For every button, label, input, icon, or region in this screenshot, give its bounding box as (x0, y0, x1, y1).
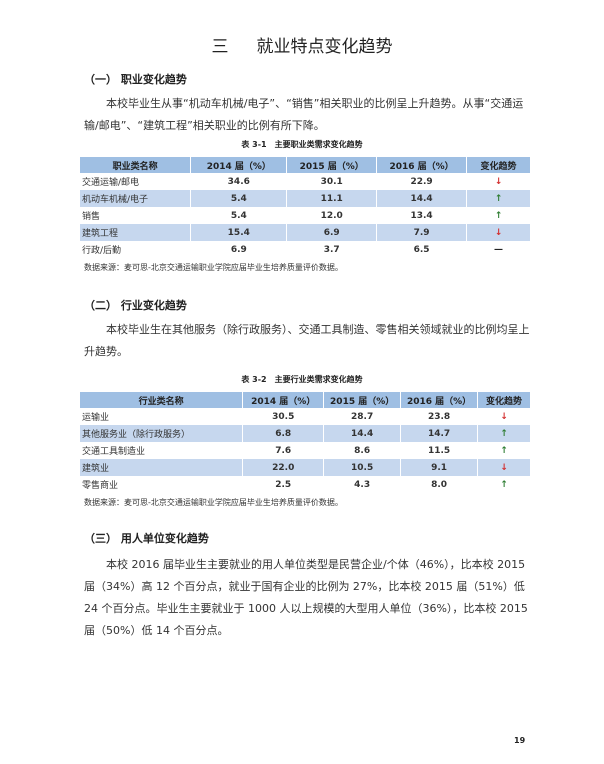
row-name: 建筑工程 (80, 224, 192, 241)
value-cell-y2014: 5.4 (190, 190, 288, 207)
table-header-row: 职业类名称 2014 届（%） 2015 届（%） 2016 届（%） 变化趋势 (80, 157, 531, 173)
value-cell-y2015: 8.6 (323, 442, 402, 459)
row-name: 行政/后勤 (80, 241, 192, 258)
value-cell-y2015: 28.7 (323, 408, 402, 425)
value-cell-y2015: 14.4 (323, 425, 402, 442)
chapter-number: 三 (211, 37, 229, 57)
trend-up-icon: ↑ (466, 207, 531, 224)
table-row: 运输业 30.5 28.7 23.8 ↓ (80, 408, 531, 425)
chapter-title-text: 就业特点变化趋势 (256, 37, 393, 57)
value-cell-y2014: 34.6 (190, 173, 288, 190)
value-cell-y2016: 6.5 (376, 241, 468, 258)
table-row: 机动车机械/电子 5.4 11.1 14.4 ↑ (80, 190, 531, 207)
column-header: 2014 届（%） (242, 392, 325, 408)
column-header: 2016 届（%） (376, 157, 468, 173)
value-cell-y2015: 3.7 (286, 241, 378, 258)
trend-up-icon: ↑ (477, 425, 531, 442)
trend-up-icon: ↑ (466, 190, 531, 207)
column-header: 2014 届（%） (190, 157, 288, 173)
value-cell-y2014: 30.5 (242, 408, 325, 425)
value-cell-y2015: 12.0 (286, 207, 378, 224)
value-cell-y2014: 22.0 (242, 459, 325, 476)
value-cell-y2014: 15.4 (190, 224, 288, 241)
row-name: 机动车机械/电子 (80, 190, 192, 207)
trend-flat-icon: — (466, 241, 531, 258)
row-name: 运输业 (80, 408, 244, 425)
value-cell-y2016: 23.8 (400, 408, 479, 425)
table-row: 行政/后勤 6.9 3.7 6.5— (80, 241, 531, 258)
trend-up-icon: ↑ (477, 442, 531, 459)
section-3-paragraph: 本校 2016 届毕业生主要就业的用人单位类型是民营企业/个体（46%），比本校… (84, 558, 528, 637)
table-row: 零售商业 2.5 4.3 8.0 ↑ (80, 476, 531, 493)
value-cell-y2014: 2.5 (242, 476, 325, 493)
value-cell-y2015: 4.3 (323, 476, 402, 493)
value-cell-y2016: 9.1 (400, 459, 479, 476)
value-cell-y2015: 30.1 (286, 173, 378, 190)
column-header: 2015 届（%） (286, 157, 378, 173)
value-cell-y2016: 8.0 (400, 476, 479, 493)
trend-up-icon: ↑ (477, 476, 531, 493)
table-row: 交通工具制造业 7.6 8.6 11.5 ↑ (80, 442, 531, 459)
row-name: 交通工具制造业 (80, 442, 244, 459)
trend-down-icon: ↓ (477, 459, 531, 476)
trend-down-icon: ↓ (466, 173, 531, 190)
table-1-caption: 表 3-1 主要职业类需求变化趋势 (241, 140, 363, 149)
occupation-table: 职业类名称 2014 届（%） 2015 届（%） 2016 届（%） 变化趋势 交通运输… (80, 157, 531, 258)
section-3-heading: （三） 用人单位变化趋势 (84, 532, 209, 545)
table-1-source: 数据来源：麦可思-北京交通运输职业学院应届毕业生培养质量评价数据。 (84, 263, 343, 272)
value-cell-y2016: 22.9 (376, 173, 468, 190)
value-cell-y2015: 10.5 (323, 459, 402, 476)
trend-down-icon: ↓ (466, 224, 531, 241)
column-header: 2015 届（%） (323, 392, 402, 408)
section-1-paragraph: 本校毕业生从事“机动车机械/电子”、“销售”相关职业的比例呈上升趋势。从事“交通… (84, 97, 524, 132)
value-cell-y2015: 6.9 (286, 224, 378, 241)
column-header: 职业类名称 (80, 157, 192, 173)
table-row: 其他服务业（除行政服务） 6.8 14.4 14.7 ↑ (80, 425, 531, 442)
value-cell-y2014: 6.9 (190, 241, 288, 258)
row-name: 零售商业 (80, 476, 244, 493)
table-2-caption: 表 3-2 主要行业类需求变化趋势 (241, 375, 363, 384)
table-row: 交通运输/邮电 34.6 30.1 22.9 ↓ (80, 173, 531, 190)
table-row: 建筑工程 15.4 6.9 7.9 ↓ (80, 224, 531, 241)
value-cell-y2016: 14.7 (400, 425, 479, 442)
section-2-heading: （二） 行业变化趋势 (84, 299, 187, 312)
column-header: 变化趋势 (477, 392, 531, 408)
table-row: 销售 5.4 12.0 13.4 ↑ (80, 207, 531, 224)
value-cell-y2016: 7.9 (376, 224, 468, 241)
column-header: 变化趋势 (466, 157, 531, 173)
table-header-row: 行业类名称 2014 届（%） 2015 届（%） 2016 届（%） 变化趋势 (80, 392, 531, 408)
table-2-source: 数据来源：麦可思-北京交通运输职业学院应届毕业生培养质量评价数据。 (84, 498, 343, 507)
trend-down-icon: ↓ (477, 408, 531, 425)
value-cell-y2014: 6.8 (242, 425, 325, 442)
chapter-title: 三 就业特点变化趋势 (0, 32, 604, 57)
section-1-heading: （一） 职业变化趋势 (84, 73, 187, 86)
value-cell-y2016: 14.4 (376, 190, 468, 207)
column-header: 行业类名称 (80, 392, 244, 408)
row-name: 其他服务业（除行政服务） (80, 425, 244, 442)
column-header: 2016 届（%） (400, 392, 479, 408)
value-cell-y2015: 11.1 (286, 190, 378, 207)
row-name: 建筑业 (80, 459, 244, 476)
row-name: 交通运输/邮电 (80, 173, 192, 190)
value-cell-y2016: 13.4 (376, 207, 468, 224)
row-name: 销售 (80, 207, 192, 224)
page-number: 19 (514, 736, 526, 745)
value-cell-y2014: 5.4 (190, 207, 288, 224)
value-cell-y2014: 7.6 (242, 442, 325, 459)
table-row: 建筑业 22.0 10.5 9.1 ↓ (80, 459, 531, 476)
section-2-paragraph: 本校毕业生在其他服务（除行政服务）、交通工具制造、零售相关领域就业的比例均呈上升… (84, 323, 530, 358)
industry-table: 行业类名称 2014 届（%） 2015 届（%） 2016 届（%） 变化趋势 运输业 3… (80, 392, 531, 493)
value-cell-y2016: 11.5 (400, 442, 479, 459)
